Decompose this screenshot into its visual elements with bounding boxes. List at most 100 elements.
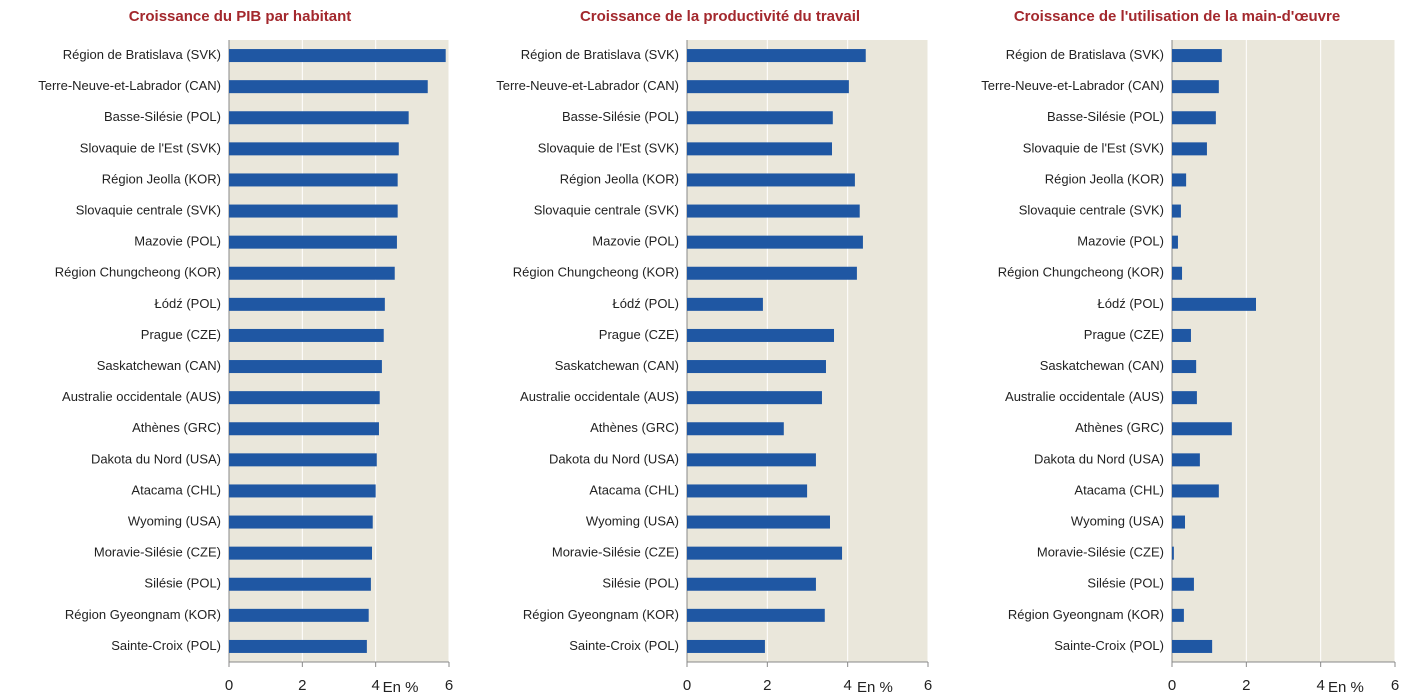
bar (1172, 515, 1186, 529)
bar (1172, 266, 1183, 280)
category-label: Basse-Silésie (POL) (562, 109, 679, 124)
category-label: Athènes (GRC) (132, 420, 221, 435)
category-label: Slovaquie de l'Est (SVK) (538, 140, 679, 155)
bar (229, 453, 377, 467)
category-label: Sainte-Croix (POL) (111, 638, 221, 653)
x-axis-label: En % (1328, 679, 1364, 694)
category-label: Prague (CZE) (599, 327, 679, 342)
bar (1172, 204, 1181, 218)
plot-area (687, 40, 928, 662)
category-label: Slovaquie centrale (SVK) (534, 202, 679, 217)
category-label: Basse-Silésie (POL) (104, 109, 221, 124)
category-label: Terre-Neuve-et-Labrador (CAN) (981, 78, 1164, 93)
category-label: Athènes (GRC) (1075, 420, 1164, 435)
bar (229, 173, 398, 187)
bar (687, 453, 816, 467)
chart-title: Croissance de la productivité du travail (580, 8, 860, 25)
bar (687, 608, 825, 622)
category-label: Région de Bratislava (SVK) (1006, 47, 1164, 62)
chart-title: Croissance du PIB par habitant (129, 8, 352, 25)
bar (229, 546, 372, 560)
category-label: Slovaquie de l'Est (SVK) (1023, 140, 1164, 155)
x-tick-label: 6 (924, 677, 932, 694)
bar (1172, 577, 1194, 591)
bar (229, 608, 369, 622)
category-label: Région Gyeongnam (KOR) (65, 607, 221, 622)
x-tick-label: 0 (1168, 677, 1176, 694)
bar (229, 328, 384, 342)
bar (1172, 111, 1216, 125)
category-label: Atacama (CHL) (131, 482, 221, 497)
x-tick-label: 4 (371, 677, 379, 694)
category-label: Australie occidentale (AUS) (62, 389, 221, 404)
category-label: Région Chungcheong (KOR) (55, 265, 221, 280)
category-label: Silésie (POL) (602, 576, 679, 591)
bar (1172, 639, 1213, 653)
bar (687, 484, 808, 498)
bar (687, 80, 849, 94)
bar (1172, 484, 1219, 498)
bar (687, 173, 855, 187)
bar (1172, 235, 1178, 249)
category-label: Région Jeolla (KOR) (1045, 171, 1164, 186)
bar (229, 422, 379, 436)
category-label: Région de Bratislava (SVK) (63, 47, 221, 62)
category-label: Wyoming (USA) (586, 513, 679, 528)
category-label: Australie occidentale (AUS) (520, 389, 679, 404)
category-label: Moravie-Silésie (CZE) (1037, 545, 1164, 560)
bar (687, 49, 866, 63)
category-label: Slovaquie centrale (SVK) (76, 202, 221, 217)
x-tick-label: 0 (225, 677, 233, 694)
category-label: Mazovie (POL) (592, 234, 679, 249)
category-label: Atacama (CHL) (589, 482, 679, 497)
x-tick-label: 4 (1316, 677, 1324, 694)
bar (229, 266, 395, 280)
bar (1172, 391, 1197, 405)
bar (229, 391, 380, 405)
bar (687, 328, 835, 342)
bar (1172, 49, 1222, 63)
category-label: Atacama (CHL) (1074, 482, 1164, 497)
x-tick-label: 4 (843, 677, 851, 694)
category-label: Moravie-Silésie (CZE) (94, 545, 221, 560)
category-label: Prague (CZE) (1084, 327, 1164, 342)
category-label: Dakota du Nord (USA) (549, 451, 679, 466)
category-label: Région Jeolla (KOR) (102, 171, 221, 186)
bar (687, 297, 763, 311)
bar (1172, 297, 1256, 311)
category-label: Slovaquie de l'Est (SVK) (80, 140, 221, 155)
category-label: Mazovie (POL) (134, 234, 221, 249)
x-axis-label: En % (383, 679, 419, 694)
bar (229, 515, 373, 529)
category-label: Wyoming (USA) (1071, 513, 1164, 528)
bar (687, 204, 860, 218)
bar (1172, 328, 1191, 342)
bar (229, 639, 367, 653)
bar (1172, 173, 1187, 187)
category-label: Basse-Silésie (POL) (1047, 109, 1164, 124)
bar (229, 80, 428, 94)
category-label: Silésie (POL) (144, 576, 221, 591)
plot-area (229, 40, 449, 662)
category-label: Région Jeolla (KOR) (560, 171, 679, 186)
bar (229, 235, 397, 249)
bar (1172, 453, 1200, 467)
bar (1172, 422, 1232, 436)
x-tick-label: 2 (1242, 677, 1250, 694)
category-label: Moravie-Silésie (CZE) (552, 545, 679, 560)
bar (687, 360, 826, 374)
bar (687, 577, 816, 591)
x-tick-label: 6 (1391, 677, 1399, 694)
x-axis-label: En % (857, 679, 893, 694)
x-tick-label: 0 (683, 677, 691, 694)
category-label: Saskatchewan (CAN) (97, 358, 221, 373)
category-label: Terre-Neuve-et-Labrador (CAN) (38, 78, 221, 93)
category-label: Łódź (POL) (1098, 296, 1164, 311)
category-label: Mazovie (POL) (1077, 234, 1164, 249)
bar (687, 142, 833, 156)
category-label: Wyoming (USA) (128, 513, 221, 528)
category-label: Dakota du Nord (USA) (91, 451, 221, 466)
bar (1172, 360, 1197, 374)
category-label: Région Gyeongnam (KOR) (523, 607, 679, 622)
